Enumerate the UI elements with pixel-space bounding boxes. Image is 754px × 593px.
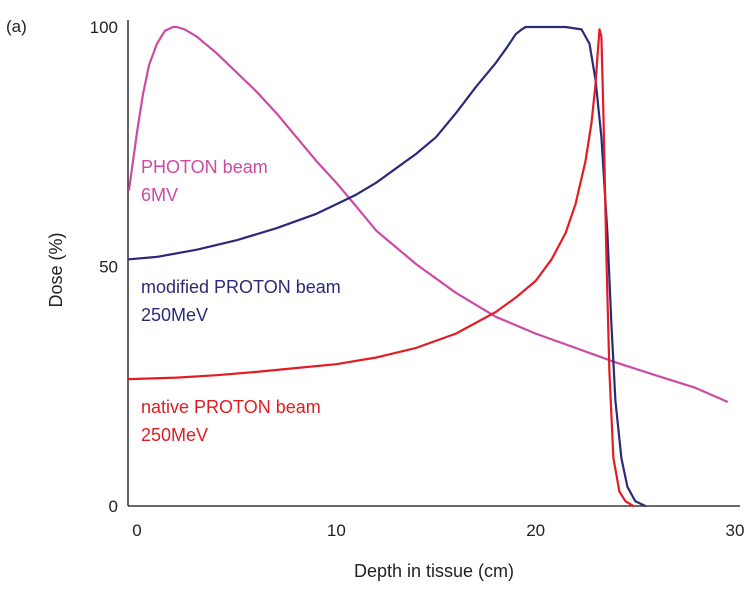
y-axis-title: Dose (%) — [46, 232, 66, 307]
series-line-native-proton-beam-250mev — [127, 28, 635, 508]
y-tick-label: 100 — [90, 18, 118, 37]
x-axis-title: Depth in tissue (cm) — [354, 561, 514, 581]
annotations: PHOTON beam 6MV modified PROTON beam 250MeV… — [141, 157, 341, 445]
y-tick-label: 0 — [109, 497, 118, 516]
x-tick-label: 0 — [132, 521, 141, 540]
series-line-photon-beam-6mv — [127, 25, 729, 403]
series-line-modified-proton-beam-250mev — [127, 25, 647, 508]
x-tick-label: 30 — [726, 521, 745, 540]
y-tick-label: 50 — [99, 258, 118, 277]
series-label-native-proton-beam-250mev: native PROTON beam — [141, 397, 321, 417]
panel-label: (a) — [6, 17, 27, 36]
series-label-modified-proton-beam-250mev: 250MeV — [141, 305, 208, 325]
series-label-modified-proton-beam-250mev: modified PROTON beam — [141, 277, 341, 297]
series-lines — [127, 25, 729, 508]
series-label-photon-beam-6mv: 6MV — [141, 185, 178, 205]
x-tick-label: 10 — [327, 521, 346, 540]
series-label-native-proton-beam-250mev: 250MeV — [141, 425, 208, 445]
x-tick-label: 20 — [526, 521, 545, 540]
axes: 0 10 20 30 0 50 100 Depth in tissue (cm) Dose (%… — [6, 17, 744, 581]
series-label-photon-beam-6mv: PHOTON beam — [141, 157, 268, 177]
